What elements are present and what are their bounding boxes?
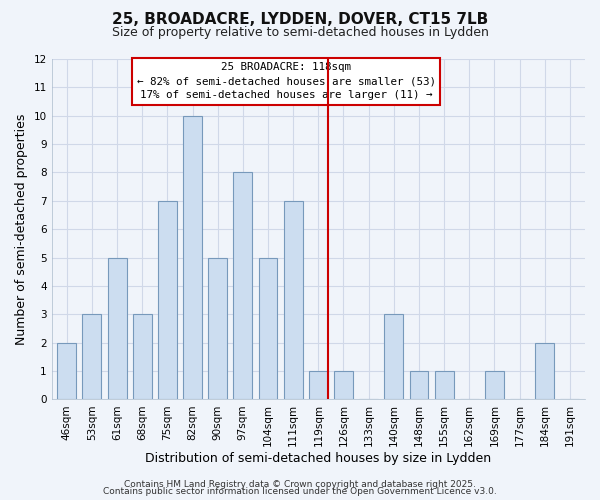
Bar xyxy=(410,371,428,400)
Bar xyxy=(284,201,302,400)
Bar xyxy=(385,314,403,400)
X-axis label: Distribution of semi-detached houses by size in Lydden: Distribution of semi-detached houses by … xyxy=(145,452,491,465)
Text: 25 BROADACRE: 118sqm
← 82% of semi-detached houses are smaller (53)
17% of semi-: 25 BROADACRE: 118sqm ← 82% of semi-detac… xyxy=(137,62,436,100)
Text: 25, BROADACRE, LYDDEN, DOVER, CT15 7LB: 25, BROADACRE, LYDDEN, DOVER, CT15 7LB xyxy=(112,12,488,28)
Text: Contains public sector information licensed under the Open Government Licence v3: Contains public sector information licen… xyxy=(103,488,497,496)
Bar xyxy=(535,342,554,400)
Bar xyxy=(485,371,504,400)
Bar xyxy=(82,314,101,400)
Bar xyxy=(233,172,252,400)
Bar xyxy=(334,371,353,400)
Bar xyxy=(183,116,202,400)
Bar xyxy=(107,258,127,400)
Bar xyxy=(58,342,76,400)
Bar xyxy=(259,258,277,400)
Bar xyxy=(158,201,177,400)
Text: Contains HM Land Registry data © Crown copyright and database right 2025.: Contains HM Land Registry data © Crown c… xyxy=(124,480,476,489)
Bar xyxy=(309,371,328,400)
Bar xyxy=(208,258,227,400)
Y-axis label: Number of semi-detached properties: Number of semi-detached properties xyxy=(15,114,28,345)
Text: Size of property relative to semi-detached houses in Lydden: Size of property relative to semi-detach… xyxy=(112,26,488,39)
Bar xyxy=(133,314,152,400)
Bar xyxy=(434,371,454,400)
